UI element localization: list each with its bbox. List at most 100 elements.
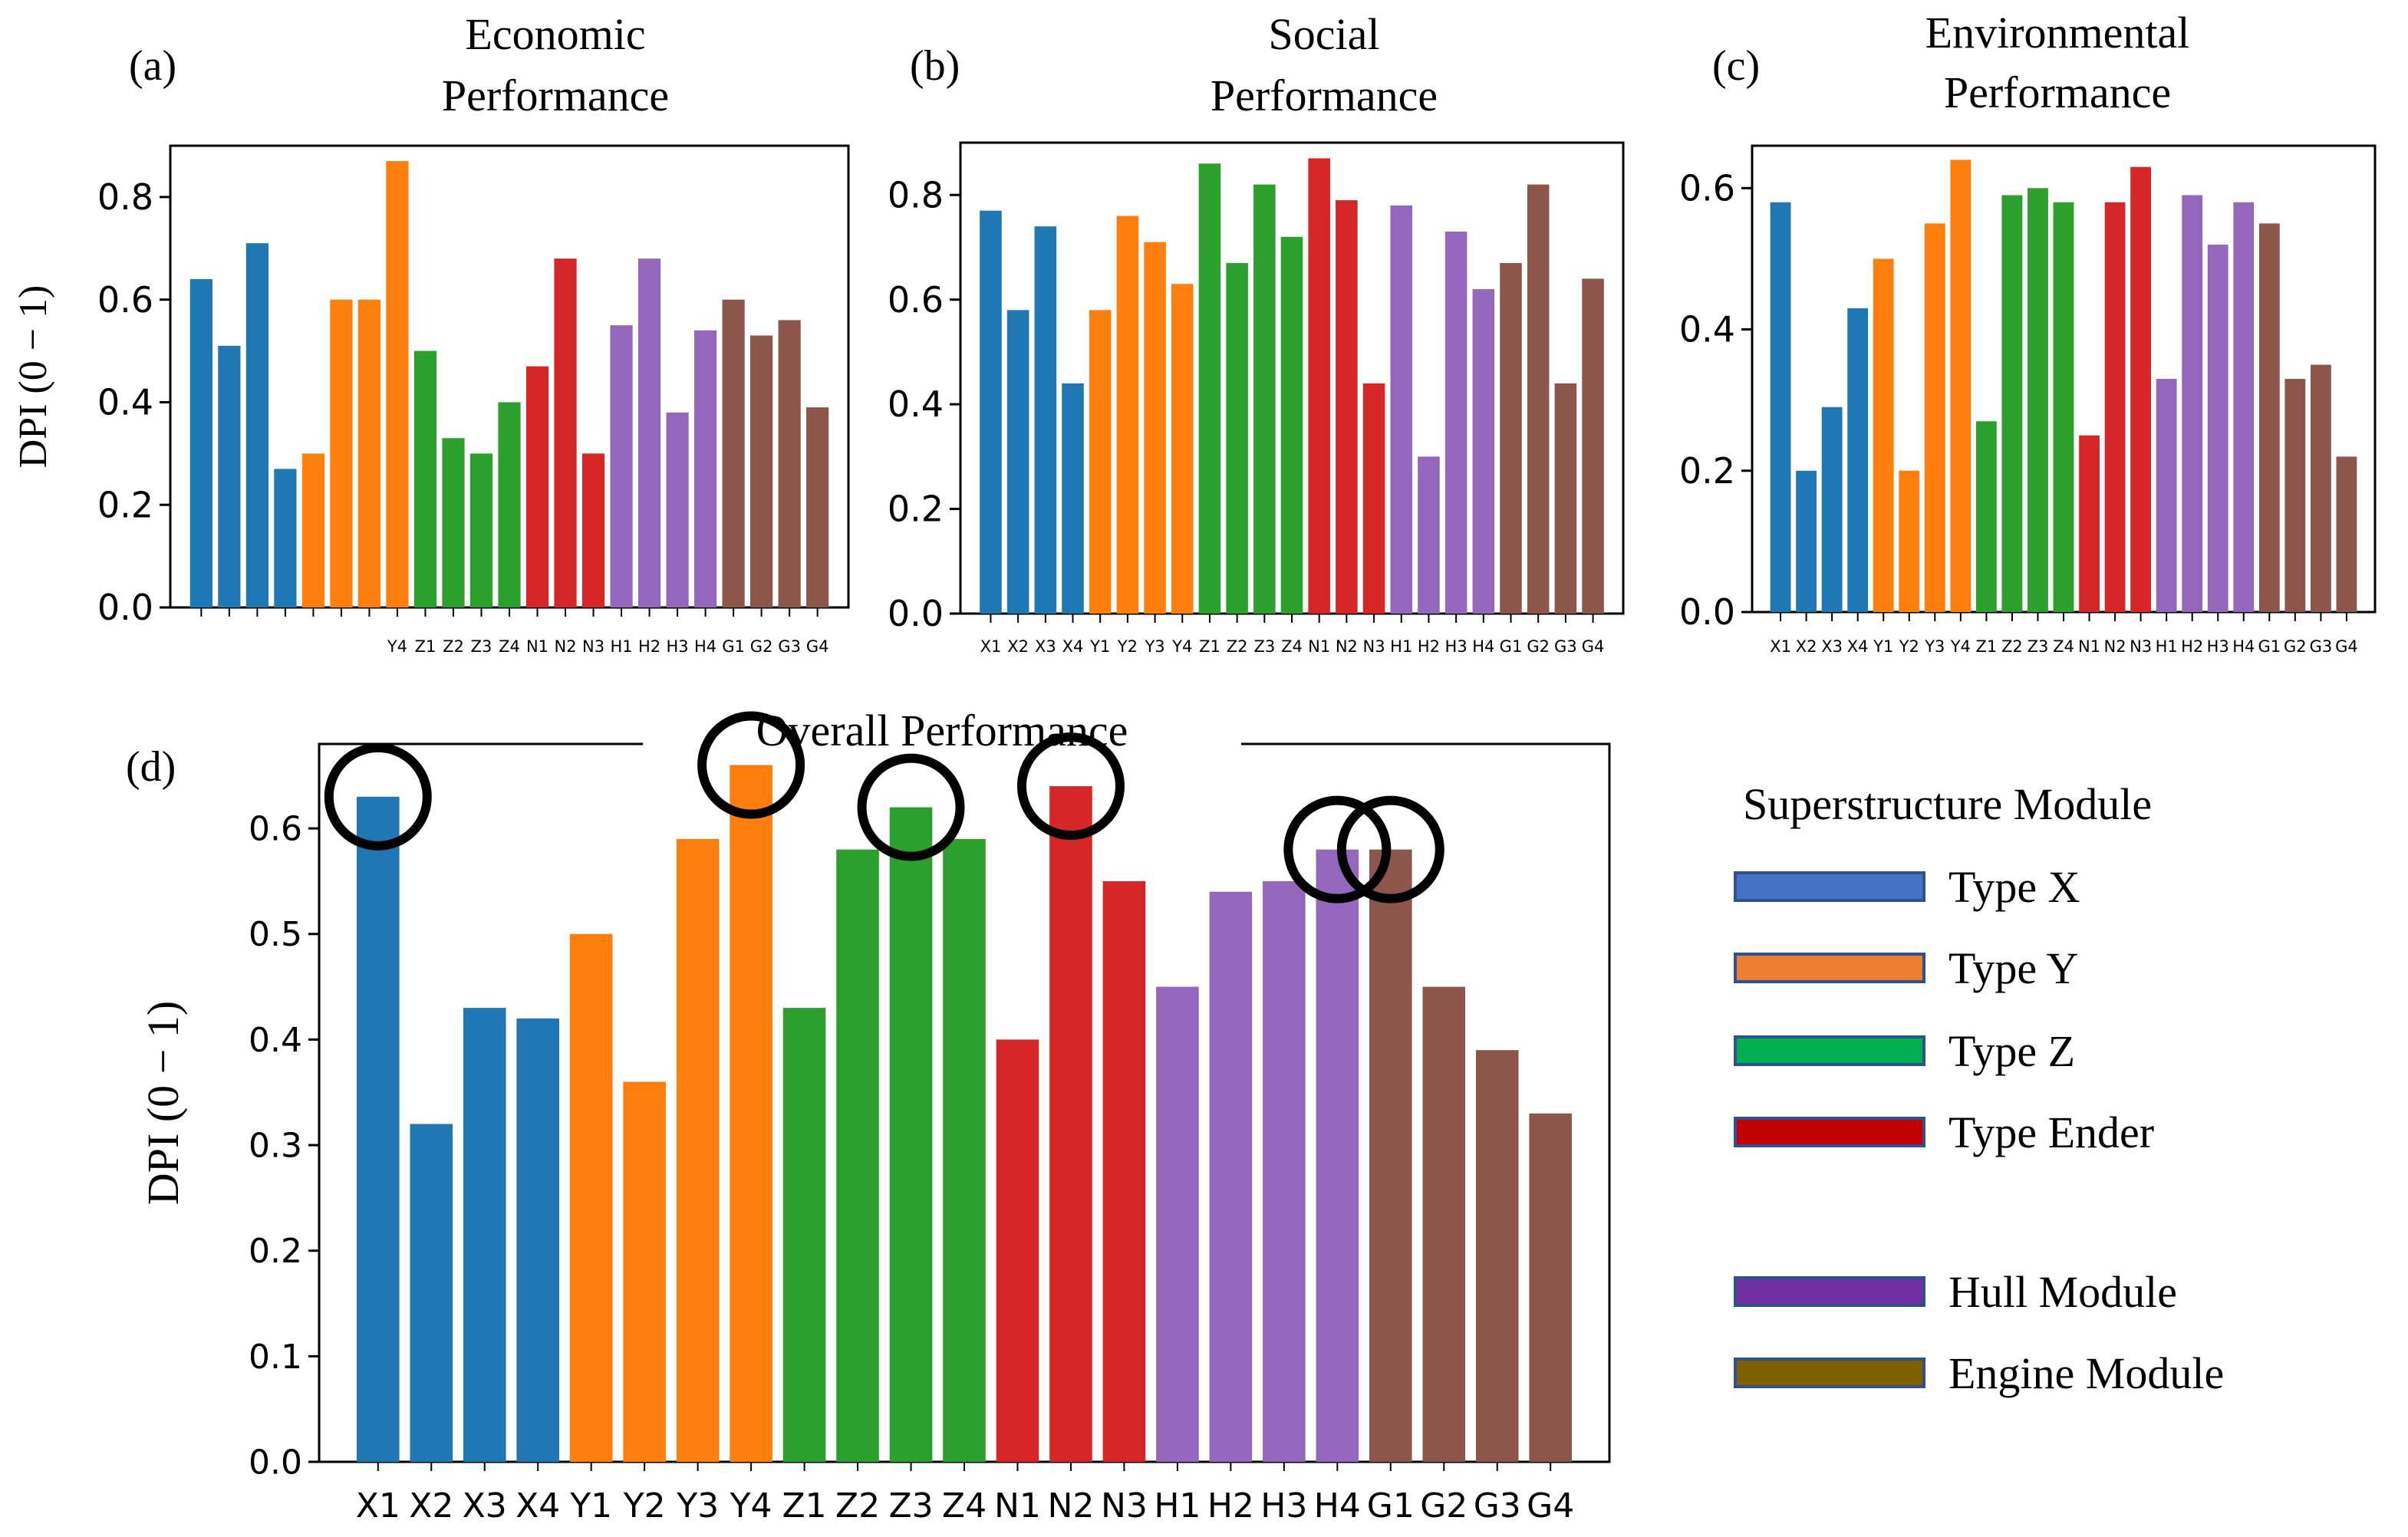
highlight-circle-X1 [324,742,432,851]
x-tick-label-H2: H2 [638,637,660,656]
bar-X2 [1006,310,1029,614]
panel-title-line: Social [1269,9,1380,59]
legend-swatch-engine-module [1734,1358,1925,1388]
bar-Z4 [498,402,521,607]
panel-title-line: Economic [465,9,645,59]
x-tick-label-H4: H4 [2232,637,2255,656]
bar-Z1 [1198,163,1221,614]
bar-Y4 [730,765,772,1462]
x-tick-label-G4: G4 [1527,1486,1574,1525]
panel-title-line: Performance [1211,71,1438,120]
x-tick-label-X4: X4 [1847,637,1869,656]
x-tick-label-Z4: Z4 [499,637,520,656]
highlight-circle-H4 [1283,795,1392,903]
x-tick-label-Z2: Z2 [835,1486,880,1525]
y-tick-label: 0.0 [1679,591,1735,633]
bar-X4 [1847,308,1869,612]
panel-title-line: Performance [1944,67,2171,117]
x-tick-label-N2: N2 [554,637,576,656]
x-tick-label-H1: H1 [1154,1486,1201,1525]
bar-H3 [1444,231,1468,614]
x-tick-label-H2: H2 [1418,637,1440,656]
bar-N1 [525,366,549,607]
bar-G2 [1422,986,1466,1462]
bar-H2 [1209,891,1253,1462]
bar-X4 [1062,383,1084,614]
bar-Z2 [2001,195,2023,612]
bar-X1 [980,210,1002,614]
x-tick-label-G3: G3 [2310,637,2333,656]
bar-Y3 [1144,242,1166,614]
x-tick-label-Z3: Z3 [888,1486,933,1525]
chart-panel-d: X1 X2 X3 X4 Y1 Y2 Y3 Y4 Z1 Z2 Z3 Z4 N1 N2 N3 H1 H2 H3 H4 G1… [126,706,1611,1525]
x-tick-label-Z4: Z4 [1281,637,1303,656]
x-tick-label-Y2: Y2 [1899,637,1919,656]
y-tick-label: 0.2 [97,484,153,525]
x-tick-label-G3: G3 [1474,1486,1521,1525]
x-tick-label-G2: G2 [1527,637,1550,656]
bar-G1 [2258,223,2280,612]
y-tick-label: 0.3 [249,1126,302,1165]
bar-H3 [1263,880,1306,1462]
bar-H1 [2156,379,2177,612]
bar-X3 [1034,226,1057,614]
bar-Z3 [889,807,933,1462]
y-tick-label: 0.6 [1679,167,1735,209]
x-tick-label-H4: H4 [694,637,716,656]
bar-Z1 [1975,421,1997,612]
legend-swatch-type-z [1734,1035,1925,1066]
x-tick-label-Y1: Y1 [1873,637,1893,656]
bar-H1 [1390,205,1413,614]
legend-swatch-type-ender [1734,1117,1925,1147]
bar-Z2 [836,849,879,1462]
bar-Z3 [2028,188,2048,613]
y-axis-label: DPI (0 − 1) [12,285,55,469]
bar-X4 [274,469,297,607]
legend: Superstructure Module Type X Type Y Type… [1734,779,2224,1398]
bar-N3 [1102,880,1146,1462]
bar-Y2 [1899,470,1920,612]
x-tick-label-Z4: Z4 [2053,637,2074,656]
bar-H3 [2207,244,2228,612]
y-tick-label: 0.8 [97,176,153,218]
x-tick-label-Y4: Y4 [1950,637,1971,656]
y-tick-label: 0.4 [249,1021,302,1060]
bar-X2 [1796,470,1817,612]
x-tick-label-Y4: Y4 [387,637,407,656]
bar-G3 [1475,1050,1519,1462]
bar-H3 [666,412,689,607]
y-tick-label: 0.6 [249,810,302,849]
x-tick-label-N2: N2 [1047,1486,1094,1525]
bar-G1 [1500,262,1522,614]
bar-N3 [1362,383,1385,614]
bar-Y1 [1089,310,1112,614]
x-tick-label-Z1: Z1 [415,637,436,656]
x-tick-label-H3: H3 [667,637,689,656]
bar-Y2 [623,1081,666,1462]
x-tick-label-N1: N1 [994,1486,1041,1525]
bar-Y2 [330,299,353,607]
y-tick-label: 0.0 [888,593,944,634]
x-tick-label-G4: G4 [806,637,829,656]
bar-Z1 [782,1008,826,1462]
x-tick-label-H3: H3 [1445,637,1468,656]
highlight-circle-Z3 [857,753,965,861]
bar-X1 [189,278,212,607]
bar-H2 [637,258,661,607]
x-tick-label-H1: H1 [610,637,632,656]
x-tick-label-H3: H3 [1260,1486,1307,1525]
x-tick-label-X3: X3 [1035,637,1056,656]
legend-swatch-type-x [1734,871,1925,902]
x-tick-label-G1: G1 [722,637,745,656]
bar-Y4 [386,161,409,608]
bar-X3 [245,243,268,607]
bar-N3 [2130,166,2152,613]
bar-Z2 [1226,262,1248,614]
x-tick-label-G2: G2 [2284,637,2307,656]
bar-Z1 [413,351,437,607]
legend-label-type-x: Type X [1948,862,2080,912]
x-tick-label-Y3: Y3 [1924,637,1945,656]
x-tick-label-H2: H2 [2181,637,2203,656]
bar-N1 [2079,435,2100,612]
x-tick-label-X1: X1 [356,1486,400,1525]
